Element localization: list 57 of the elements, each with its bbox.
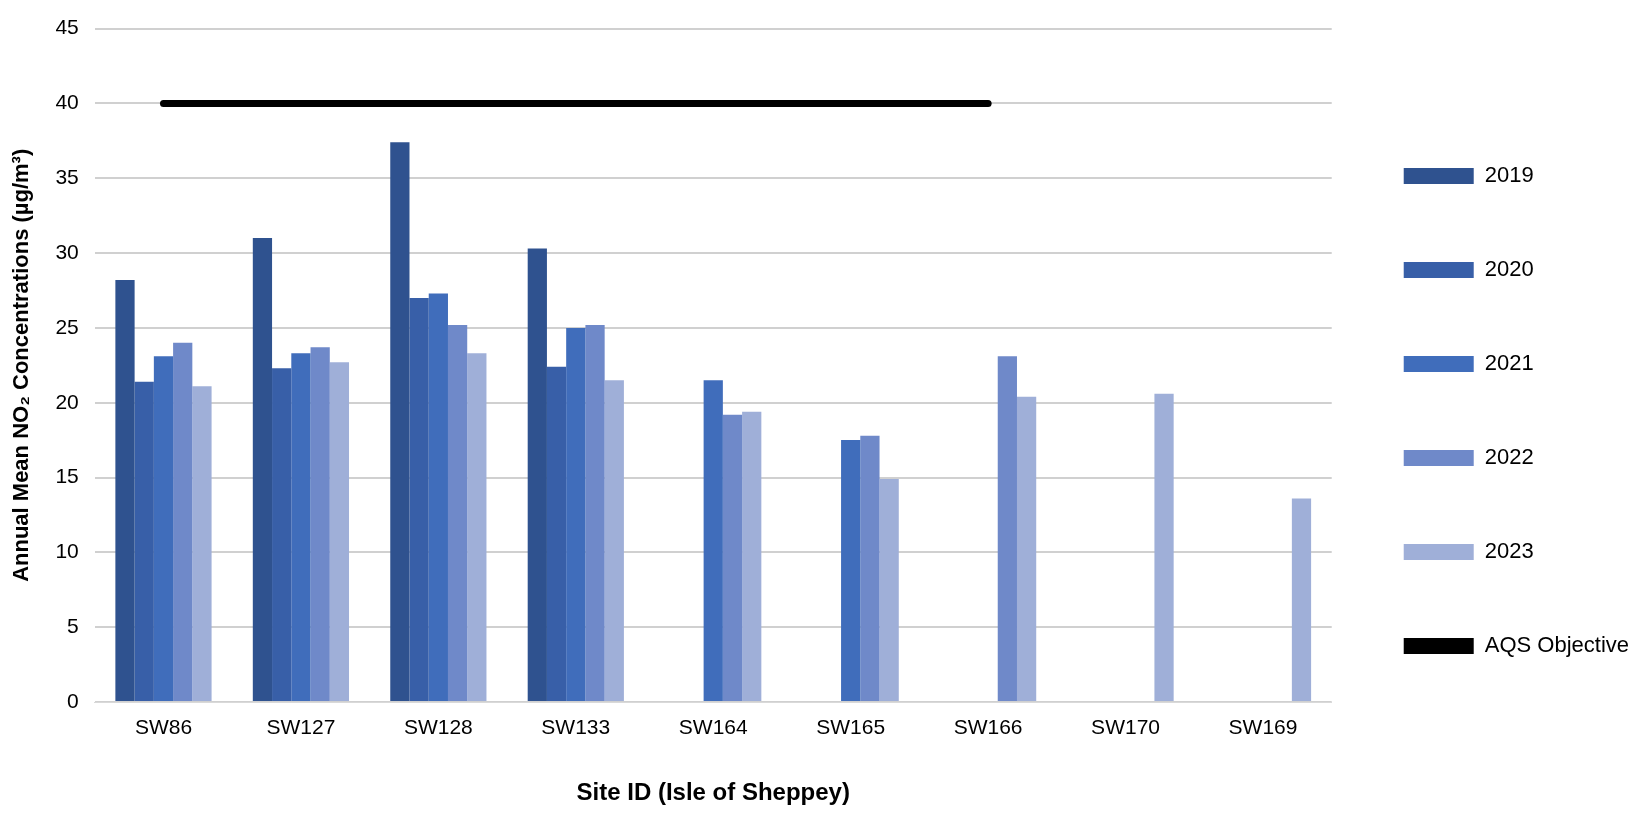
- bar: [860, 435, 880, 701]
- x-tick-label: SW128: [403, 715, 473, 739]
- bar: [291, 353, 311, 701]
- bar: [1291, 498, 1312, 701]
- y-axis-title: Annual Mean NO₂ Concentrations (µg/m³): [8, 148, 34, 582]
- x-tick-label: SW127: [266, 715, 336, 739]
- bar: [192, 386, 212, 701]
- y-tick-label: 15: [55, 464, 79, 488]
- bar: [546, 366, 567, 701]
- bar: [585, 324, 605, 701]
- x-axis-title: Site ID (Isle of Sheppey): [576, 778, 850, 806]
- legend-label: 2021: [1484, 350, 1534, 376]
- legend-label: 2022: [1484, 444, 1534, 470]
- y-tick-label: 25: [55, 314, 79, 338]
- bar: [252, 238, 273, 701]
- bar: [272, 368, 292, 701]
- x-tick-label: SW133: [541, 715, 611, 739]
- x-tick-label: SW170: [1091, 715, 1160, 739]
- y-tick-label: 40: [55, 90, 79, 114]
- legend-label: 2019: [1484, 162, 1534, 188]
- bar: [566, 327, 586, 701]
- bar: [703, 380, 723, 701]
- bar: [173, 342, 193, 701]
- bar: [447, 324, 468, 701]
- bar: [997, 356, 1017, 701]
- y-tick-label: 5: [67, 613, 79, 637]
- y-tick-label: 30: [55, 239, 79, 263]
- y-tick-label: 35: [55, 165, 79, 189]
- bar: [722, 414, 743, 701]
- bar: [153, 356, 174, 701]
- bar: [329, 362, 350, 701]
- legend-label: 2020: [1484, 256, 1534, 282]
- bar: [467, 353, 487, 701]
- x-tick-label: SW164: [678, 715, 748, 739]
- bar: [879, 479, 899, 701]
- x-tick-label: SW166: [953, 715, 1023, 739]
- bar: [310, 347, 330, 701]
- x-tick-label: SW169: [1228, 715, 1298, 739]
- bar: [1154, 393, 1174, 701]
- bar: [527, 248, 547, 701]
- y-tick-label: 10: [55, 539, 79, 563]
- bar: [390, 142, 410, 701]
- y-tick-label: 20: [55, 389, 79, 413]
- bar: [1016, 396, 1037, 701]
- legend-label: 2023: [1484, 538, 1534, 564]
- bar: [134, 381, 154, 701]
- x-tick-label: SW86: [134, 715, 193, 739]
- legend-label: AQS Objective: [1484, 632, 1629, 658]
- bar: [604, 380, 624, 701]
- y-tick-label: 0: [67, 688, 79, 712]
- bar: [841, 440, 861, 701]
- bar: [115, 280, 135, 701]
- bar: [409, 297, 429, 701]
- bar: [428, 293, 448, 701]
- y-tick-label: 45: [55, 15, 79, 39]
- bar: [742, 411, 762, 701]
- x-tick-label: SW165: [816, 715, 886, 739]
